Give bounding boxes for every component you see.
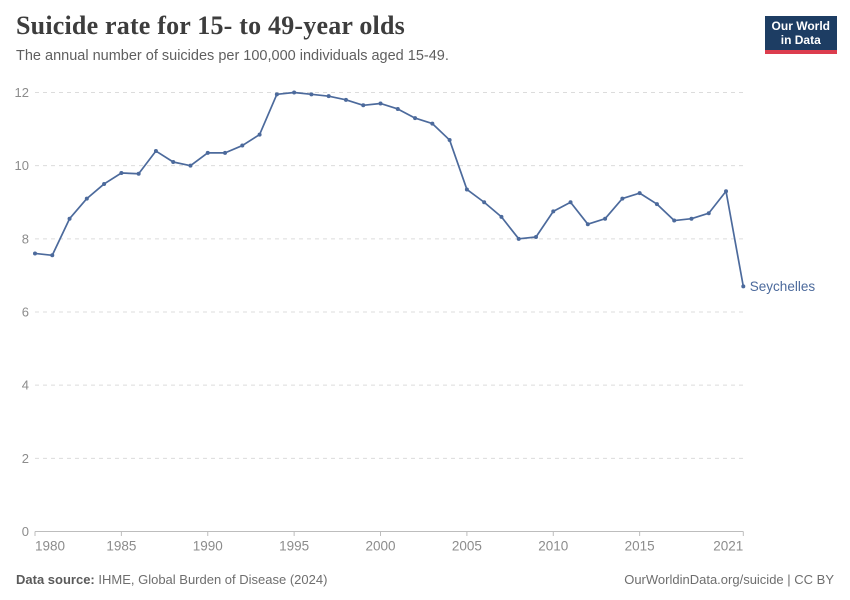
y-axis-tick-label: 2 bbox=[22, 451, 29, 466]
data-point[interactable] bbox=[50, 253, 55, 258]
data-point[interactable] bbox=[499, 214, 504, 219]
data-source-label: Data source: bbox=[16, 572, 95, 587]
x-axis-tick-label: 1990 bbox=[193, 539, 223, 554]
data-point[interactable] bbox=[464, 187, 469, 192]
data-source-note: Data source: IHME, Global Burden of Dise… bbox=[16, 572, 327, 587]
x-axis-tick-label: 2021 bbox=[713, 539, 743, 554]
data-source-value: IHME, Global Burden of Disease (2024) bbox=[94, 572, 328, 587]
data-point[interactable] bbox=[188, 163, 193, 168]
chart-footer: Data source: IHME, Global Burden of Dise… bbox=[16, 572, 834, 587]
owid-logo[interactable]: Our World in Data bbox=[764, 16, 837, 55]
data-point[interactable] bbox=[672, 218, 677, 223]
series-line-seychelles[interactable] bbox=[34, 91, 745, 288]
series-end-label[interactable]: Seychelles bbox=[750, 279, 816, 294]
data-point[interactable] bbox=[292, 90, 297, 95]
data-point[interactable] bbox=[603, 216, 608, 221]
data-point[interactable] bbox=[395, 106, 400, 111]
chart-title: Suicide rate for 15- to 49-year olds bbox=[16, 11, 405, 40]
owid-logo-line1: Our World bbox=[771, 19, 830, 33]
data-point[interactable] bbox=[119, 170, 124, 175]
x-axis-tick-label: 1980 bbox=[35, 539, 65, 554]
data-point[interactable] bbox=[326, 94, 331, 99]
y-axis-tick-label: 0 bbox=[22, 524, 29, 539]
data-point[interactable] bbox=[706, 211, 711, 216]
chart-subtitle: The annual number of suicides per 100,00… bbox=[16, 48, 449, 65]
y-axis-tick-label: 12 bbox=[15, 85, 29, 100]
data-point[interactable] bbox=[482, 200, 487, 205]
data-point[interactable] bbox=[585, 222, 590, 227]
data-point[interactable] bbox=[205, 150, 210, 155]
y-axis-tick-label: 6 bbox=[22, 305, 29, 320]
data-point[interactable] bbox=[654, 202, 659, 207]
data-point[interactable] bbox=[171, 160, 176, 165]
x-axis-tick-label: 2015 bbox=[625, 539, 655, 554]
data-point[interactable] bbox=[309, 92, 314, 97]
attribution-link[interactable]: OurWorldinData.org/suicide | CC BY bbox=[624, 572, 834, 587]
y-axis-tick-label: 10 bbox=[15, 158, 29, 173]
data-point[interactable] bbox=[223, 150, 228, 155]
data-point[interactable] bbox=[689, 216, 694, 221]
data-point[interactable] bbox=[533, 235, 538, 240]
data-point[interactable] bbox=[257, 132, 262, 137]
data-point[interactable] bbox=[741, 284, 746, 289]
data-point[interactable] bbox=[84, 196, 89, 201]
data-point[interactable] bbox=[551, 209, 556, 214]
x-axis-tick-label: 1995 bbox=[279, 539, 309, 554]
data-point[interactable] bbox=[67, 216, 72, 221]
data-point[interactable] bbox=[240, 143, 245, 148]
y-axis-tick-label: 4 bbox=[22, 378, 29, 393]
data-point[interactable] bbox=[413, 116, 418, 121]
data-point[interactable] bbox=[274, 92, 279, 97]
data-point[interactable] bbox=[343, 97, 348, 102]
data-point[interactable] bbox=[447, 138, 452, 143]
x-axis-tick-label: 1985 bbox=[106, 539, 136, 554]
data-point[interactable] bbox=[378, 101, 383, 106]
x-axis-tick-label: 2010 bbox=[538, 539, 568, 554]
data-point[interactable] bbox=[516, 236, 521, 241]
chart-header: Suicide rate for 15- to 49-year olds The… bbox=[16, 10, 736, 64]
data-point[interactable] bbox=[136, 171, 141, 176]
x-axis-tick-label: 2000 bbox=[365, 539, 395, 554]
data-point[interactable] bbox=[568, 200, 573, 205]
data-point[interactable] bbox=[620, 196, 625, 201]
data-point[interactable] bbox=[361, 103, 366, 108]
owid-logo-line2: in Data bbox=[780, 33, 821, 48]
data-point[interactable] bbox=[637, 191, 642, 196]
y-axis-tick-label: 8 bbox=[22, 231, 29, 246]
data-point[interactable] bbox=[430, 121, 435, 126]
data-point[interactable] bbox=[33, 251, 37, 256]
data-point[interactable] bbox=[724, 189, 729, 194]
data-point[interactable] bbox=[153, 149, 158, 154]
data-point[interactable] bbox=[102, 181, 107, 186]
x-axis-tick-label: 2005 bbox=[452, 539, 482, 554]
